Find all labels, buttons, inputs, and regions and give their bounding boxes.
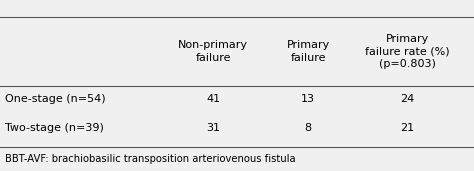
Text: BBT-AVF: brachiobasilic transposition arteriovenous fistula: BBT-AVF: brachiobasilic transposition ar… [5, 154, 295, 164]
Text: Primary
failure: Primary failure [286, 40, 330, 62]
Text: Two-stage (n=39): Two-stage (n=39) [5, 123, 104, 133]
Text: Non-primary
failure: Non-primary failure [178, 40, 248, 62]
Text: 41: 41 [206, 94, 220, 104]
Text: 13: 13 [301, 94, 315, 104]
Text: 21: 21 [401, 123, 415, 133]
Text: 31: 31 [206, 123, 220, 133]
Text: 24: 24 [401, 94, 415, 104]
Text: Primary
failure rate (%)
(p=0.803): Primary failure rate (%) (p=0.803) [365, 34, 450, 69]
Text: One-stage (n=54): One-stage (n=54) [5, 94, 105, 104]
Text: 8: 8 [304, 123, 312, 133]
